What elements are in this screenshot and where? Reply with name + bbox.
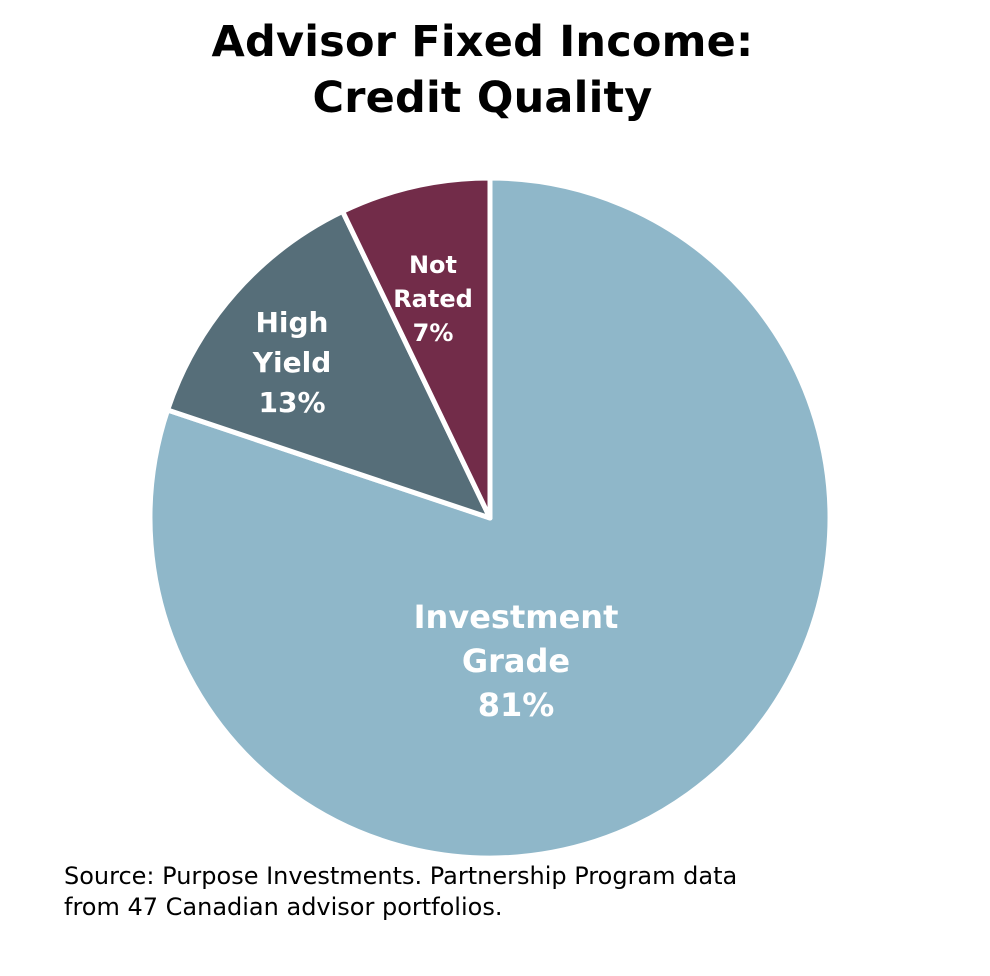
label-not-rated-line-1: Not — [409, 251, 457, 279]
chart-title-line-1: Advisor Fixed Income: — [211, 17, 754, 67]
chart-title-line-2: Credit Quality — [312, 73, 653, 123]
label-not-rated-line-2: Rated — [393, 285, 473, 313]
chart-title: Advisor Fixed Income: Credit Quality — [0, 14, 965, 126]
source-note-line-2: from 47 Canadian advisor portfolios. — [64, 893, 503, 921]
label-high-yield: High Yield 13% — [252, 306, 332, 419]
label-investment-grade-line-2: Grade — [462, 642, 570, 680]
source-note: Source: Purpose Investments. Partnership… — [64, 861, 944, 923]
slice-not-rated — [340, 175, 493, 521]
label-not-rated-line-3: 7% — [413, 319, 454, 347]
slice-investment-grade — [147, 175, 833, 861]
slice-high-yield — [165, 208, 493, 521]
label-not-rated: Not Rated 7% — [393, 251, 473, 347]
label-high-yield-line-2: Yield — [252, 346, 332, 379]
label-high-yield-line-1: High — [255, 306, 328, 339]
label-investment-grade-line-1: Investment — [414, 598, 619, 636]
label-investment-grade: Investment Grade 81% — [414, 598, 619, 724]
label-investment-grade-line-3: 81% — [478, 686, 555, 724]
source-note-line-1: Source: Purpose Investments. Partnership… — [64, 862, 738, 890]
label-high-yield-line-3: 13% — [258, 386, 325, 419]
